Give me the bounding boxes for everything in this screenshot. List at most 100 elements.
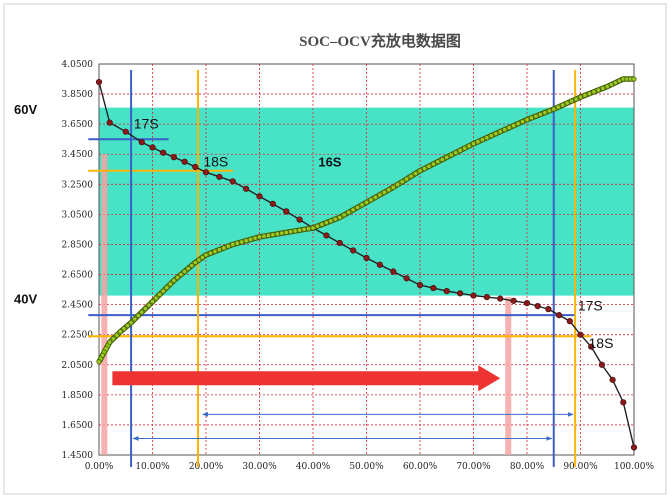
charge-point — [577, 94, 584, 100]
charge-point — [502, 127, 508, 133]
charge-point — [354, 204, 361, 210]
charge-point — [178, 271, 184, 278]
discharge-point — [336, 239, 343, 247]
charge-point — [399, 179, 405, 185]
discharge-point — [566, 318, 573, 325]
y-tick-label: 2.4500 — [62, 301, 94, 311]
charge-point — [497, 129, 503, 135]
charge-point — [153, 295, 159, 301]
charge-point — [435, 159, 441, 165]
x-tick-label: 50.00% — [349, 462, 384, 472]
discharge-point — [545, 306, 552, 313]
x-tick-label: 40.00% — [296, 462, 331, 472]
charge-point — [328, 218, 334, 224]
y-tick-label: 3.6500 — [62, 120, 94, 130]
x-tick-label: 80.00% — [510, 462, 545, 472]
charge-point — [453, 150, 459, 156]
charge-point — [182, 268, 188, 275]
charge-point — [591, 89, 597, 95]
charge-point — [149, 299, 156, 305]
charge-point — [448, 152, 454, 158]
charge-point — [332, 216, 338, 222]
y-tick-label: 2.6500 — [62, 271, 94, 281]
discharge-point — [577, 331, 584, 338]
charge-point — [616, 78, 622, 84]
discharge-point — [457, 290, 464, 297]
discharge-point — [160, 149, 167, 156]
y-tick-label: 2.2500 — [62, 331, 94, 341]
annotation-label: 18S — [589, 335, 614, 351]
discharge-point — [483, 293, 490, 301]
charge-point — [408, 173, 414, 179]
voltage-label: 60V — [14, 102, 37, 117]
charge-point — [256, 234, 263, 240]
annotation-label: 16S — [318, 154, 341, 169]
charge-point — [157, 291, 163, 298]
charge-point — [301, 226, 307, 233]
discharge-point — [470, 292, 477, 299]
charge-point — [470, 141, 477, 147]
charge-point — [189, 262, 195, 269]
discharge-point — [350, 247, 357, 254]
annotation-label: 17S — [578, 298, 603, 314]
discharge-point — [376, 261, 383, 268]
charge-point — [604, 83, 610, 90]
charge-point — [524, 117, 530, 123]
discharge-point — [122, 128, 129, 135]
charge-point — [121, 326, 127, 332]
charge-point — [310, 225, 316, 231]
charge-point — [568, 98, 575, 104]
charge-point — [488, 133, 494, 139]
charge-point — [439, 156, 445, 163]
charge-point — [261, 233, 267, 239]
charge-point — [203, 252, 209, 258]
charge-point — [372, 194, 379, 200]
discharge-point — [243, 185, 250, 192]
charge-point — [461, 145, 468, 151]
y-tick-label: 4.0500 — [62, 60, 94, 70]
discharge-point — [229, 178, 236, 185]
charge-point — [265, 232, 272, 239]
charge-point — [421, 165, 428, 172]
charge-point — [608, 82, 614, 88]
charge-point — [297, 227, 303, 233]
charge-point — [479, 137, 486, 143]
charge-point — [363, 199, 370, 205]
x-tick-label: 0.00% — [85, 462, 114, 472]
charge-point — [132, 316, 138, 322]
charge-point — [612, 80, 618, 86]
charge-point — [128, 320, 134, 326]
charge-point — [270, 232, 276, 238]
discharge-point — [443, 287, 450, 295]
charge-point — [390, 184, 396, 190]
charge-point — [196, 257, 202, 263]
discharge-point — [534, 303, 541, 310]
discharge-point — [323, 232, 330, 239]
charge-point — [350, 207, 356, 213]
charge-point — [117, 329, 124, 335]
discharge-point — [216, 173, 223, 180]
discharge-point — [630, 444, 638, 451]
charge-point — [573, 96, 579, 102]
charge-point — [110, 336, 116, 342]
charge-point — [359, 202, 365, 208]
discharge-point — [138, 139, 145, 146]
charge-point — [103, 346, 109, 352]
charge-point — [515, 121, 521, 127]
charge-point — [511, 123, 517, 129]
charge-point — [99, 352, 106, 358]
discharge-point — [202, 169, 210, 176]
charge-point — [493, 131, 499, 137]
annotation-label: 17S — [134, 116, 159, 132]
y-tick-label: 1.6500 — [62, 421, 94, 431]
charge-point — [395, 181, 401, 188]
charge-point — [631, 76, 637, 82]
discharge-point — [192, 163, 199, 171]
discharge-point — [170, 154, 177, 161]
discharge-point — [523, 300, 531, 307]
charge-point — [135, 313, 141, 319]
charge-point — [207, 250, 214, 256]
y-tick-label: 1.4500 — [62, 451, 94, 461]
discharge-point — [510, 297, 517, 304]
